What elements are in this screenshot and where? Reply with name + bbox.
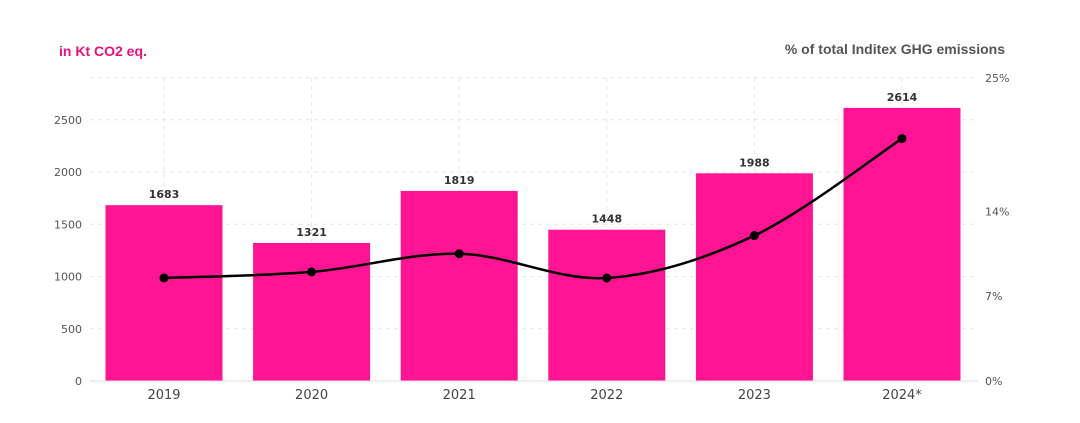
- bar: [253, 242, 371, 381]
- percent-point: [602, 273, 612, 283]
- percent-point: [307, 267, 317, 277]
- bar: [695, 173, 813, 381]
- y-left-tick-label: 500: [61, 323, 82, 336]
- y-left-tick-label: 2000: [54, 166, 82, 179]
- bar-data-label: 1683: [149, 188, 180, 201]
- bar-data-label: 2614: [887, 91, 918, 104]
- y-right-tick-label: 14%: [985, 205, 1009, 218]
- percent-point: [749, 231, 759, 241]
- bar: [843, 107, 961, 381]
- y-right-tick-label: 0%: [985, 375, 1002, 388]
- y-left-tick-label: 2500: [54, 114, 82, 127]
- x-tick-label: 2019: [147, 388, 180, 403]
- y-left-tick-label: 0: [75, 375, 82, 388]
- bar: [400, 190, 518, 381]
- y-right-tick-label: 7%: [985, 290, 1002, 303]
- x-tick-label: 2022: [590, 388, 623, 403]
- percent-point: [159, 273, 169, 283]
- y-right-tick-label: 25%: [985, 72, 1009, 85]
- left-axis-title: in Kt CO2 eq.: [59, 43, 147, 59]
- x-tick-label: 2021: [443, 388, 476, 403]
- percent-point: [897, 134, 907, 144]
- bars: [105, 107, 961, 381]
- right-axis-title: % of total Inditex GHG emissions: [784, 41, 1005, 57]
- bar: [105, 205, 223, 381]
- bar: [548, 229, 666, 381]
- percent-line-path: [163, 137, 903, 280]
- y-left-tick-label: 1500: [54, 218, 82, 231]
- bar-data-label: 1448: [591, 213, 622, 226]
- y-left-tick-label: 1000: [54, 271, 82, 284]
- data-labels: 1683 1321 1819 1448 1988 2614: [149, 91, 918, 239]
- bar-data-label: 1321: [296, 226, 327, 239]
- x-tick-label: 2024*: [882, 388, 922, 403]
- axes: 0 500 1000 1500 2000 2500 0% 7% 14% 25% 2019 2020 20…: [54, 72, 1009, 403]
- bar-data-label: 1819: [444, 174, 475, 187]
- percent-point: [454, 249, 464, 259]
- percent-line: [159, 134, 907, 283]
- bar-data-label: 1988: [739, 156, 770, 169]
- x-tick-label: 2020: [295, 388, 328, 403]
- x-tick-label: 2023: [738, 388, 771, 403]
